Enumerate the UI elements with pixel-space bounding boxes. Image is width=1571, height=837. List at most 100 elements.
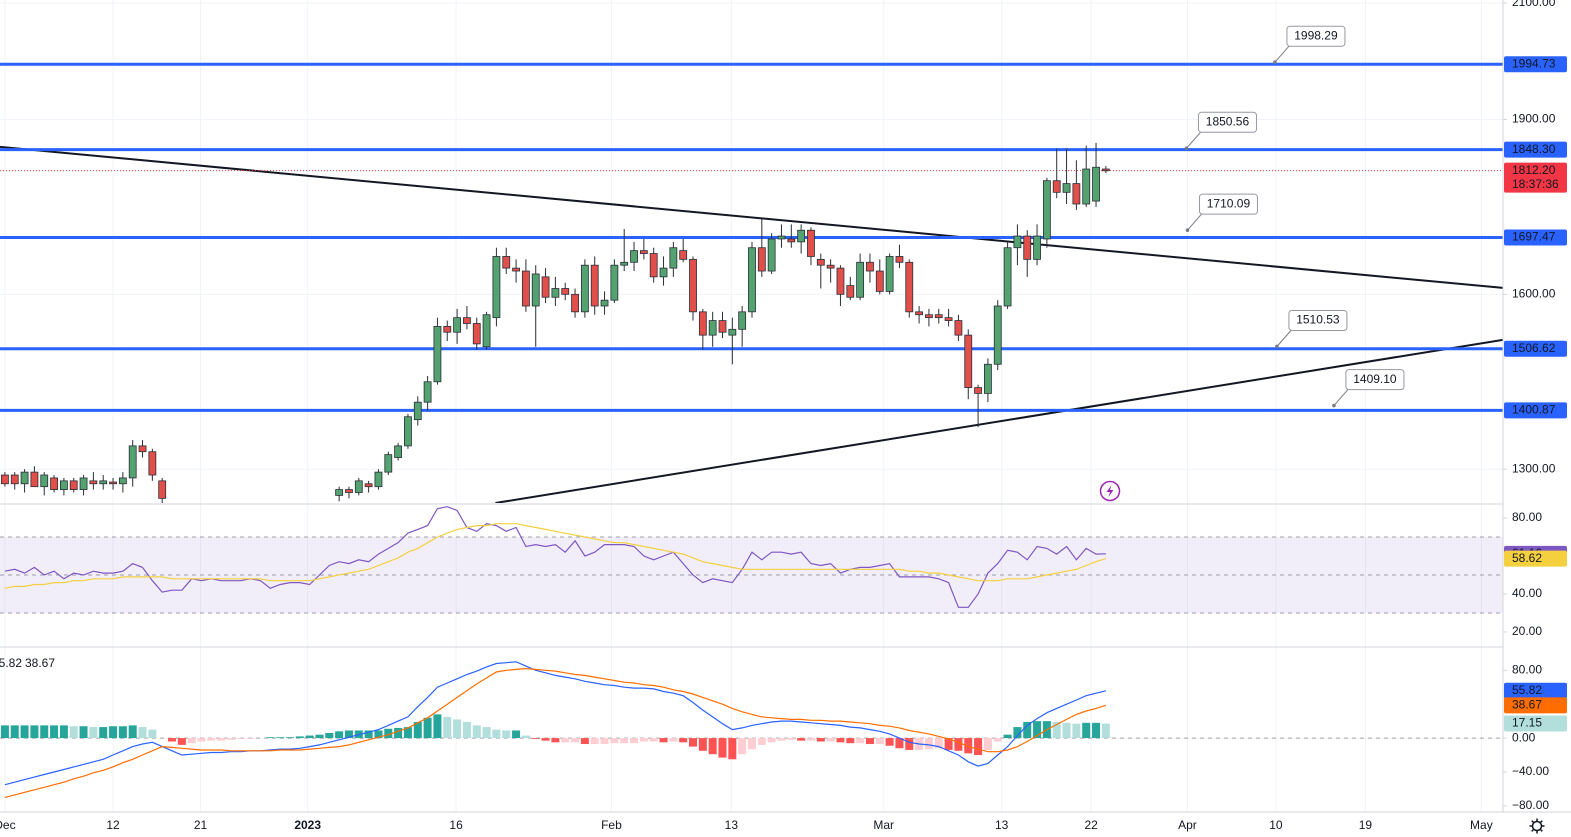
y-tick-label: 20.00: [1512, 624, 1542, 638]
candle-body: [649, 253, 658, 278]
candle-body: [40, 474, 49, 488]
histogram-bar: [423, 717, 432, 739]
histogram-bar: [944, 738, 953, 750]
candle-body: [866, 261, 874, 272]
last-price-box: [1504, 162, 1567, 193]
histogram-bar: [1092, 722, 1101, 739]
histogram-bar: [40, 725, 49, 739]
candle-body: [413, 401, 422, 421]
histogram-bar: [885, 738, 894, 746]
x-tick-label: 12: [106, 818, 120, 832]
histogram-bar: [394, 727, 403, 739]
histogram-bar: [472, 725, 481, 739]
histogram-bar: [1082, 722, 1091, 739]
histogram-bar: [335, 731, 344, 739]
settings-icon[interactable]: [1529, 818, 1545, 834]
histogram-bar: [1013, 727, 1022, 739]
histogram-bar: [757, 738, 766, 745]
candle-body: [1052, 180, 1061, 193]
y-tick-label: 0.00: [1512, 730, 1536, 744]
candle-body: [974, 387, 982, 394]
y-tick-label: 1300.00: [1512, 461, 1556, 475]
candle-body: [118, 477, 127, 485]
callout-label: 1850.56: [1206, 114, 1250, 128]
candle-body: [138, 445, 147, 453]
histogram-bar: [374, 730, 383, 739]
countdown-label: 18:37:36: [1512, 177, 1559, 191]
alert-icon[interactable]: [1099, 480, 1121, 502]
candle-body: [856, 261, 865, 298]
histogram-bar: [413, 721, 422, 739]
candle-body: [757, 247, 766, 272]
candle-body: [708, 320, 717, 336]
histogram-bar: [285, 737, 294, 739]
histogram-bar: [69, 726, 78, 739]
callout-label: 1998.29: [1294, 28, 1338, 42]
candle-body: [502, 256, 511, 269]
candle-body: [659, 267, 668, 278]
candle-body: [816, 258, 825, 266]
candle-body: [1042, 180, 1051, 240]
candle-body: [915, 311, 924, 316]
candle-body: [463, 317, 471, 324]
candle-body: [630, 250, 638, 263]
histogram-bar: [30, 725, 39, 739]
price-label: 55.82: [1512, 683, 1542, 697]
histogram-bar: [777, 738, 786, 741]
callout-anchor: [1332, 403, 1336, 408]
candle-body: [79, 477, 88, 490]
histogram-bar: [689, 738, 698, 747]
histogram-bar: [0, 725, 9, 739]
histogram-bar: [236, 738, 245, 739]
histogram-bar: [738, 738, 747, 755]
candle-body: [453, 317, 461, 333]
histogram-bar: [924, 738, 933, 750]
candle-body: [748, 247, 756, 313]
candle-body: [718, 320, 727, 333]
candle-body: [1062, 183, 1071, 193]
candle-body: [846, 285, 855, 298]
candle-body: [797, 229, 806, 243]
callout-label: 1710.09: [1207, 196, 1251, 210]
histogram-bar: [590, 738, 599, 745]
callout-pointer: [1187, 213, 1202, 231]
histogram-bar: [502, 730, 511, 739]
histogram-bar: [187, 738, 196, 744]
histogram-bar: [610, 738, 619, 744]
histogram-bar: [531, 738, 540, 739]
histogram-bar: [59, 725, 68, 739]
candle-body: [1082, 168, 1091, 205]
candle-body: [895, 256, 904, 263]
candle-body: [423, 381, 432, 403]
callout-anchor: [1184, 146, 1189, 151]
candle-body: [345, 489, 353, 493]
candle-body: [698, 311, 707, 336]
candle-body: [472, 323, 481, 345]
histogram-bar: [571, 738, 580, 743]
x-tick-label: 2023: [294, 818, 321, 832]
candle-body: [934, 314, 943, 319]
callout-anchor: [1273, 60, 1277, 64]
candle-body: [905, 261, 914, 313]
histogram-bar: [541, 738, 550, 741]
price-label-box: [1504, 697, 1567, 714]
callout-label: 1510.53: [1296, 313, 1340, 327]
price-label: 17.15: [1512, 716, 1542, 730]
histogram-bar: [747, 738, 756, 750]
candle-body: [374, 471, 383, 488]
candle-body: [993, 305, 1002, 365]
callout-box: [1288, 309, 1348, 331]
histogram-bar: [168, 738, 177, 742]
x-tick-label: Apr: [1178, 818, 1197, 832]
histogram-bar: [20, 725, 29, 739]
candle-body: [541, 276, 550, 298]
x-tick-label: 13: [725, 818, 739, 832]
price-label-box: [1504, 340, 1567, 357]
histogram-bar: [217, 738, 226, 741]
candle-body: [20, 471, 29, 485]
x-tick-label: 13: [995, 818, 1009, 832]
y-tick-label: 80.00: [1512, 510, 1542, 524]
histogram-bar: [109, 726, 118, 739]
candle-body: [158, 480, 167, 499]
trend-line: [0, 145, 1503, 289]
